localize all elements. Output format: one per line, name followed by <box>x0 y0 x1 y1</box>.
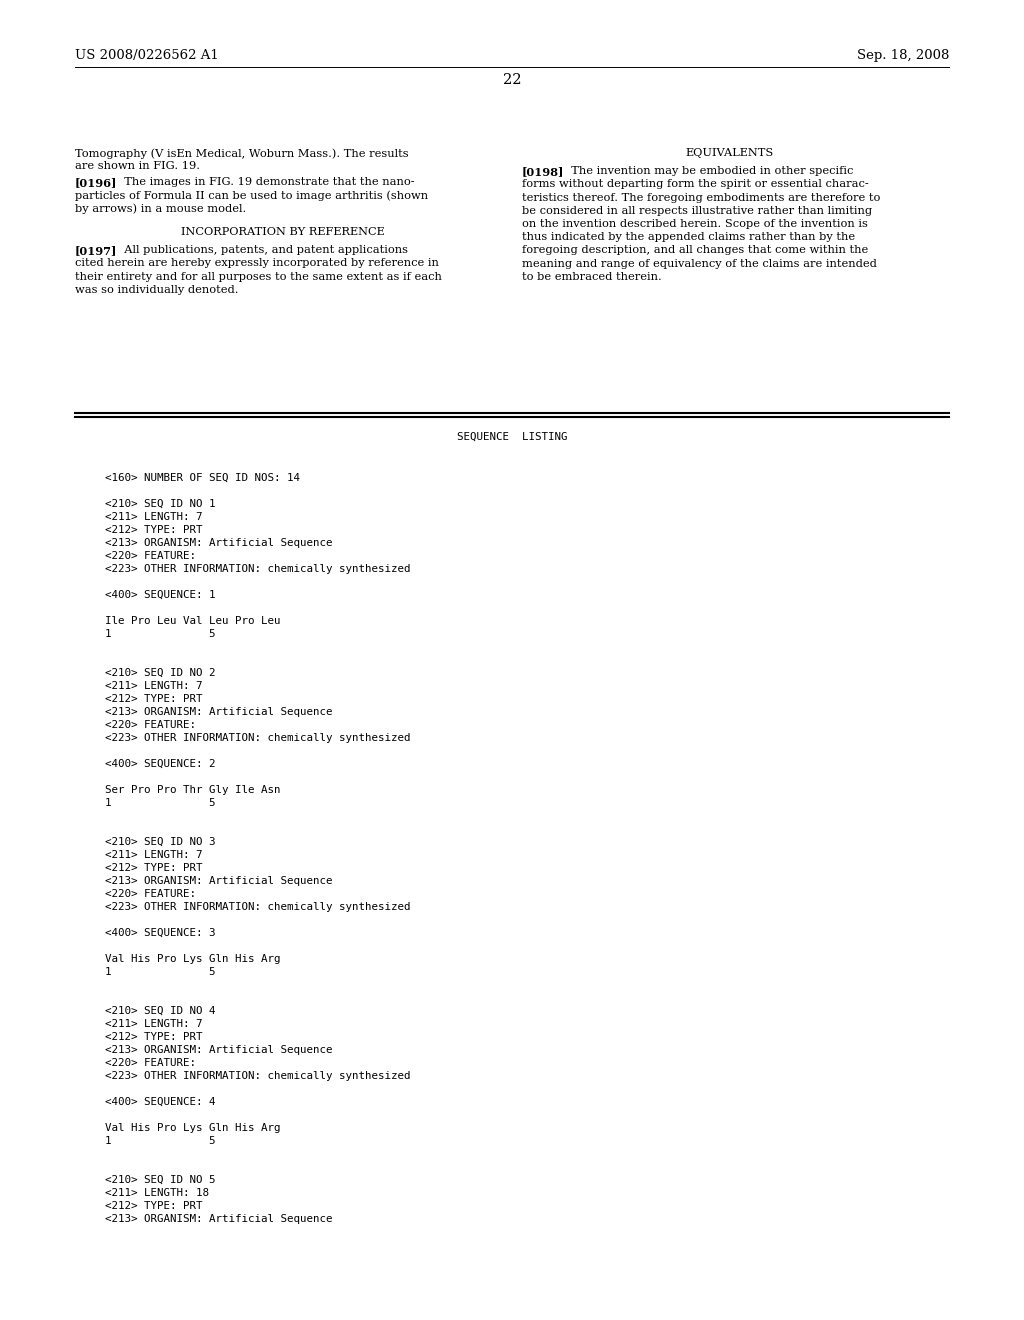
Text: Tomography (V isEn Medical, Woburn Mass.). The results: Tomography (V isEn Medical, Woburn Mass.… <box>75 148 409 158</box>
Text: <212> TYPE: PRT: <212> TYPE: PRT <box>105 1201 203 1210</box>
Text: Ser Pro Pro Thr Gly Ile Asn: Ser Pro Pro Thr Gly Ile Asn <box>105 785 281 795</box>
Text: <210> SEQ ID NO 3: <210> SEQ ID NO 3 <box>105 837 215 847</box>
Text: Sep. 18, 2008: Sep. 18, 2008 <box>857 49 949 62</box>
Text: <212> TYPE: PRT: <212> TYPE: PRT <box>105 863 203 873</box>
Text: <210> SEQ ID NO 5: <210> SEQ ID NO 5 <box>105 1175 215 1185</box>
Text: <210> SEQ ID NO 1: <210> SEQ ID NO 1 <box>105 499 215 510</box>
Text: <220> FEATURE:: <220> FEATURE: <box>105 719 196 730</box>
Text: <400> SEQUENCE: 3: <400> SEQUENCE: 3 <box>105 928 215 939</box>
Text: <220> FEATURE:: <220> FEATURE: <box>105 1059 196 1068</box>
Text: thus indicated by the appended claims rather than by the: thus indicated by the appended claims ra… <box>522 232 855 242</box>
Text: SEQUENCE  LISTING: SEQUENCE LISTING <box>457 432 567 442</box>
Text: Ile Pro Leu Val Leu Pro Leu: Ile Pro Leu Val Leu Pro Leu <box>105 616 281 626</box>
Text: teristics thereof. The foregoing embodiments are therefore to: teristics thereof. The foregoing embodim… <box>522 193 881 202</box>
Text: <223> OTHER INFORMATION: chemically synthesized: <223> OTHER INFORMATION: chemically synt… <box>105 564 411 574</box>
Text: <213> ORGANISM: Artificial Sequence: <213> ORGANISM: Artificial Sequence <box>105 539 333 548</box>
Text: The images in FIG. 19 demonstrate that the nano-: The images in FIG. 19 demonstrate that t… <box>117 177 415 187</box>
Text: their entirety and for all purposes to the same extent as if each: their entirety and for all purposes to t… <box>75 272 442 281</box>
Text: forms without departing form the spirit or essential charac-: forms without departing form the spirit … <box>522 180 868 189</box>
Text: <400> SEQUENCE: 4: <400> SEQUENCE: 4 <box>105 1097 215 1107</box>
Text: 1               5: 1 5 <box>105 1137 215 1146</box>
Text: <210> SEQ ID NO 2: <210> SEQ ID NO 2 <box>105 668 215 678</box>
Text: particles of Formula II can be used to image arthritis (shown: particles of Formula II can be used to i… <box>75 190 428 201</box>
Text: EQUIVALENTS: EQUIVALENTS <box>685 148 773 158</box>
Text: <211> LENGTH: 7: <211> LENGTH: 7 <box>105 850 203 861</box>
Text: are shown in FIG. 19.: are shown in FIG. 19. <box>75 161 200 172</box>
Text: <400> SEQUENCE: 1: <400> SEQUENCE: 1 <box>105 590 215 601</box>
Text: <211> LENGTH: 7: <211> LENGTH: 7 <box>105 512 203 521</box>
Text: <223> OTHER INFORMATION: chemically synthesized: <223> OTHER INFORMATION: chemically synt… <box>105 733 411 743</box>
Text: INCORPORATION BY REFERENCE: INCORPORATION BY REFERENCE <box>180 227 384 238</box>
Text: cited herein are hereby expressly incorporated by reference in: cited herein are hereby expressly incorp… <box>75 259 439 268</box>
Text: to be embraced therein.: to be embraced therein. <box>522 272 662 281</box>
Text: <223> OTHER INFORMATION: chemically synthesized: <223> OTHER INFORMATION: chemically synt… <box>105 1071 411 1081</box>
Text: 1               5: 1 5 <box>105 968 215 977</box>
Text: 22: 22 <box>503 73 521 87</box>
Text: <400> SEQUENCE: 2: <400> SEQUENCE: 2 <box>105 759 215 770</box>
Text: <211> LENGTH: 7: <211> LENGTH: 7 <box>105 1019 203 1030</box>
Text: <213> ORGANISM: Artificial Sequence: <213> ORGANISM: Artificial Sequence <box>105 1214 333 1224</box>
Text: <160> NUMBER OF SEQ ID NOS: 14: <160> NUMBER OF SEQ ID NOS: 14 <box>105 473 300 483</box>
Text: Val His Pro Lys Gln His Arg: Val His Pro Lys Gln His Arg <box>105 954 281 964</box>
Text: <212> TYPE: PRT: <212> TYPE: PRT <box>105 525 203 535</box>
Text: foregoing description, and all changes that come within the: foregoing description, and all changes t… <box>522 246 868 255</box>
Text: <213> ORGANISM: Artificial Sequence: <213> ORGANISM: Artificial Sequence <box>105 876 333 886</box>
Text: [0198]: [0198] <box>522 166 564 177</box>
Text: All publications, patents, and patent applications: All publications, patents, and patent ap… <box>117 246 408 255</box>
Text: <211> LENGTH: 7: <211> LENGTH: 7 <box>105 681 203 690</box>
Text: <223> OTHER INFORMATION: chemically synthesized: <223> OTHER INFORMATION: chemically synt… <box>105 902 411 912</box>
Text: <211> LENGTH: 18: <211> LENGTH: 18 <box>105 1188 209 1199</box>
Text: US 2008/0226562 A1: US 2008/0226562 A1 <box>75 49 219 62</box>
Text: on the invention described herein. Scope of the invention is: on the invention described herein. Scope… <box>522 219 868 228</box>
Text: was so individually denoted.: was so individually denoted. <box>75 285 239 294</box>
Text: [0197]: [0197] <box>75 246 118 256</box>
Text: <220> FEATURE:: <220> FEATURE: <box>105 888 196 899</box>
Text: be considered in all respects illustrative rather than limiting: be considered in all respects illustrati… <box>522 206 872 215</box>
Text: <213> ORGANISM: Artificial Sequence: <213> ORGANISM: Artificial Sequence <box>105 708 333 717</box>
Text: 1               5: 1 5 <box>105 630 215 639</box>
Text: Val His Pro Lys Gln His Arg: Val His Pro Lys Gln His Arg <box>105 1123 281 1133</box>
Text: <212> TYPE: PRT: <212> TYPE: PRT <box>105 1032 203 1041</box>
Text: [0196]: [0196] <box>75 177 118 189</box>
Text: <212> TYPE: PRT: <212> TYPE: PRT <box>105 694 203 704</box>
Text: <210> SEQ ID NO 4: <210> SEQ ID NO 4 <box>105 1006 215 1016</box>
Text: The invention may be embodied in other specific: The invention may be embodied in other s… <box>564 166 853 176</box>
Text: 1               5: 1 5 <box>105 799 215 808</box>
Text: meaning and range of equivalency of the claims are intended: meaning and range of equivalency of the … <box>522 259 877 268</box>
Text: by arrows) in a mouse model.: by arrows) in a mouse model. <box>75 203 246 214</box>
Text: <220> FEATURE:: <220> FEATURE: <box>105 550 196 561</box>
Text: <213> ORGANISM: Artificial Sequence: <213> ORGANISM: Artificial Sequence <box>105 1045 333 1055</box>
